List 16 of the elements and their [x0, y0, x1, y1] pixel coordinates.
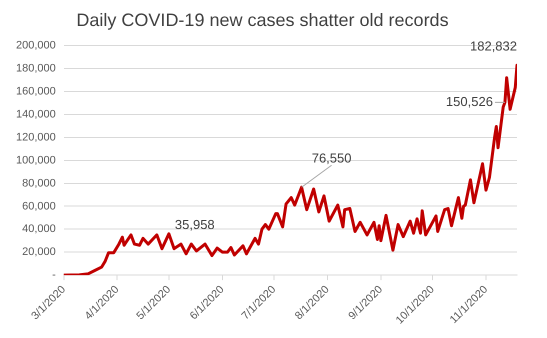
y-tick-label: 20,000 [22, 246, 56, 258]
y-tick-label: 40,000 [22, 223, 56, 236]
annotation: 150,526 [446, 94, 493, 109]
y-tick-label: 140,000 [16, 108, 56, 120]
annotation: 76,550 [312, 150, 352, 166]
y-tick-label: 100,000 [16, 154, 56, 166]
annotation: 35,958 [174, 216, 215, 232]
annotation: 182,832 [470, 38, 517, 54]
y-tick-label: 80,000 [22, 177, 56, 190]
y-tick-label: 200,000 [16, 40, 56, 52]
y-tick-label: 60,000 [22, 200, 56, 212]
y-tick-label: 120,000 [16, 131, 56, 144]
chart-title: Daily COVID-19 new cases shatter old records [76, 10, 449, 30]
y-tick-label: 180,000 [16, 62, 56, 75]
y-tick-label: - [52, 269, 56, 282]
y-tick-label: 160,000 [16, 86, 56, 98]
